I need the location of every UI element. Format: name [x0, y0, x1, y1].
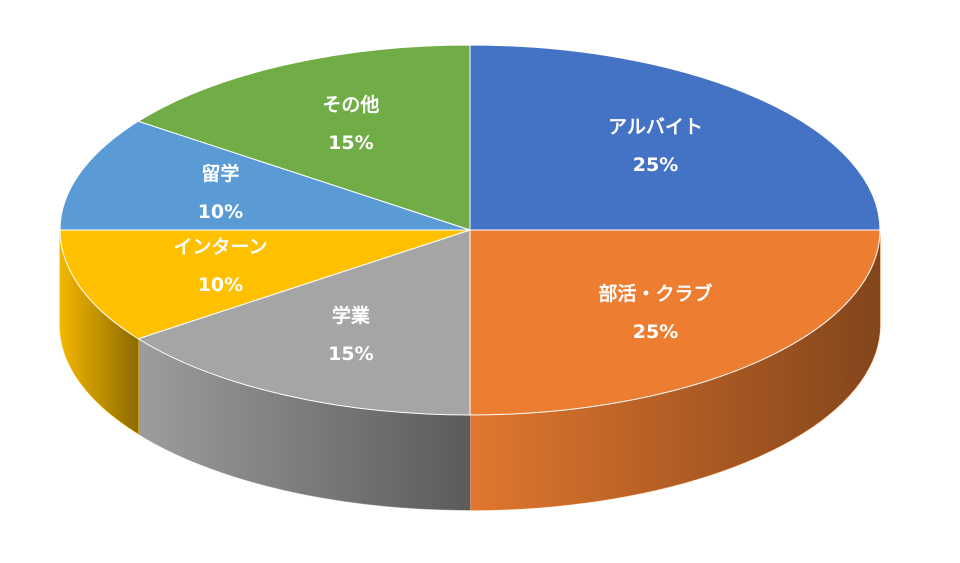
- slice-side-shade: [60, 230, 139, 434]
- slice: [137, 229, 471, 416]
- slice: [59, 229, 471, 340]
- value-label: 15%: [328, 132, 373, 154]
- value-label: 10%: [198, 201, 243, 223]
- value-label: 25%: [633, 154, 678, 176]
- slice: [469, 44, 881, 231]
- slice-label: インターン: [173, 236, 267, 258]
- slice-label: 留学: [201, 162, 239, 185]
- slice-label: アルバイト: [608, 116, 703, 138]
- slice-label: 部活・クラブ: [599, 282, 713, 305]
- slice-label: 学業: [332, 304, 371, 327]
- slice-side-shade: [470, 230, 880, 510]
- slice: [59, 120, 471, 231]
- slice-label: その他: [322, 93, 379, 116]
- slice: [137, 44, 471, 231]
- slice: [469, 229, 881, 416]
- value-label: 15%: [328, 343, 373, 365]
- value-label: 25%: [633, 321, 678, 343]
- value-label: 10%: [198, 274, 243, 296]
- slice-side-shade: [138, 338, 470, 510]
